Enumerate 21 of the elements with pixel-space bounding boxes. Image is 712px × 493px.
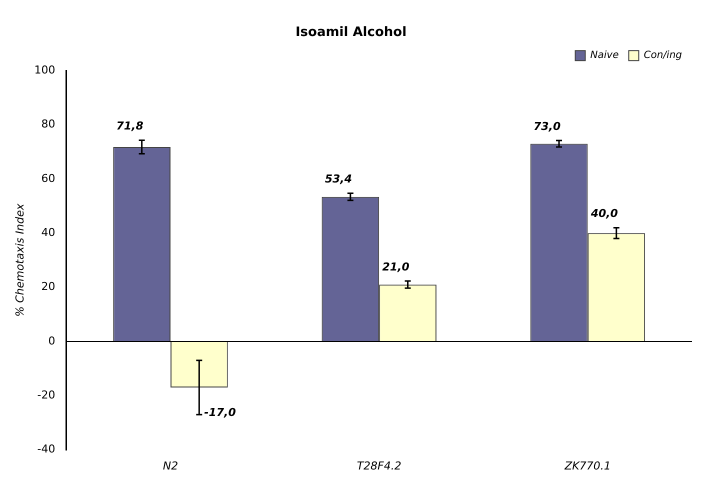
x-tick-label: N2 [162, 459, 178, 472]
y-tick-label: 100 [34, 63, 56, 76]
x-tick-label: ZK770.1 [564, 459, 611, 472]
y-tick-label: 40 [41, 226, 56, 239]
data-label: -17,0 [204, 406, 236, 419]
data-label: 40,0 [590, 207, 618, 220]
chart-title: Isoamil Alcohol [295, 25, 407, 40]
y-tick-label: -40 [37, 442, 56, 456]
data-label: 21,0 [382, 260, 410, 274]
data-label: 71,8 [116, 120, 144, 133]
y-tick-label: 20 [41, 280, 56, 294]
y-axis-title: % Chemotaxis Index [13, 203, 26, 317]
y-tick-label: -20 [37, 388, 56, 402]
data-label: 73,0 [533, 120, 561, 133]
legend-label: Naive [590, 50, 619, 62]
x-tick-label: T28F4.2 [356, 459, 402, 472]
legend-label: Con/ing [644, 50, 682, 62]
y-tick-label: 0 [48, 334, 56, 348]
y-tick-label: 60 [41, 172, 56, 185]
data-label: 53,4 [324, 172, 352, 186]
y-tick-label: 80 [41, 118, 56, 131]
